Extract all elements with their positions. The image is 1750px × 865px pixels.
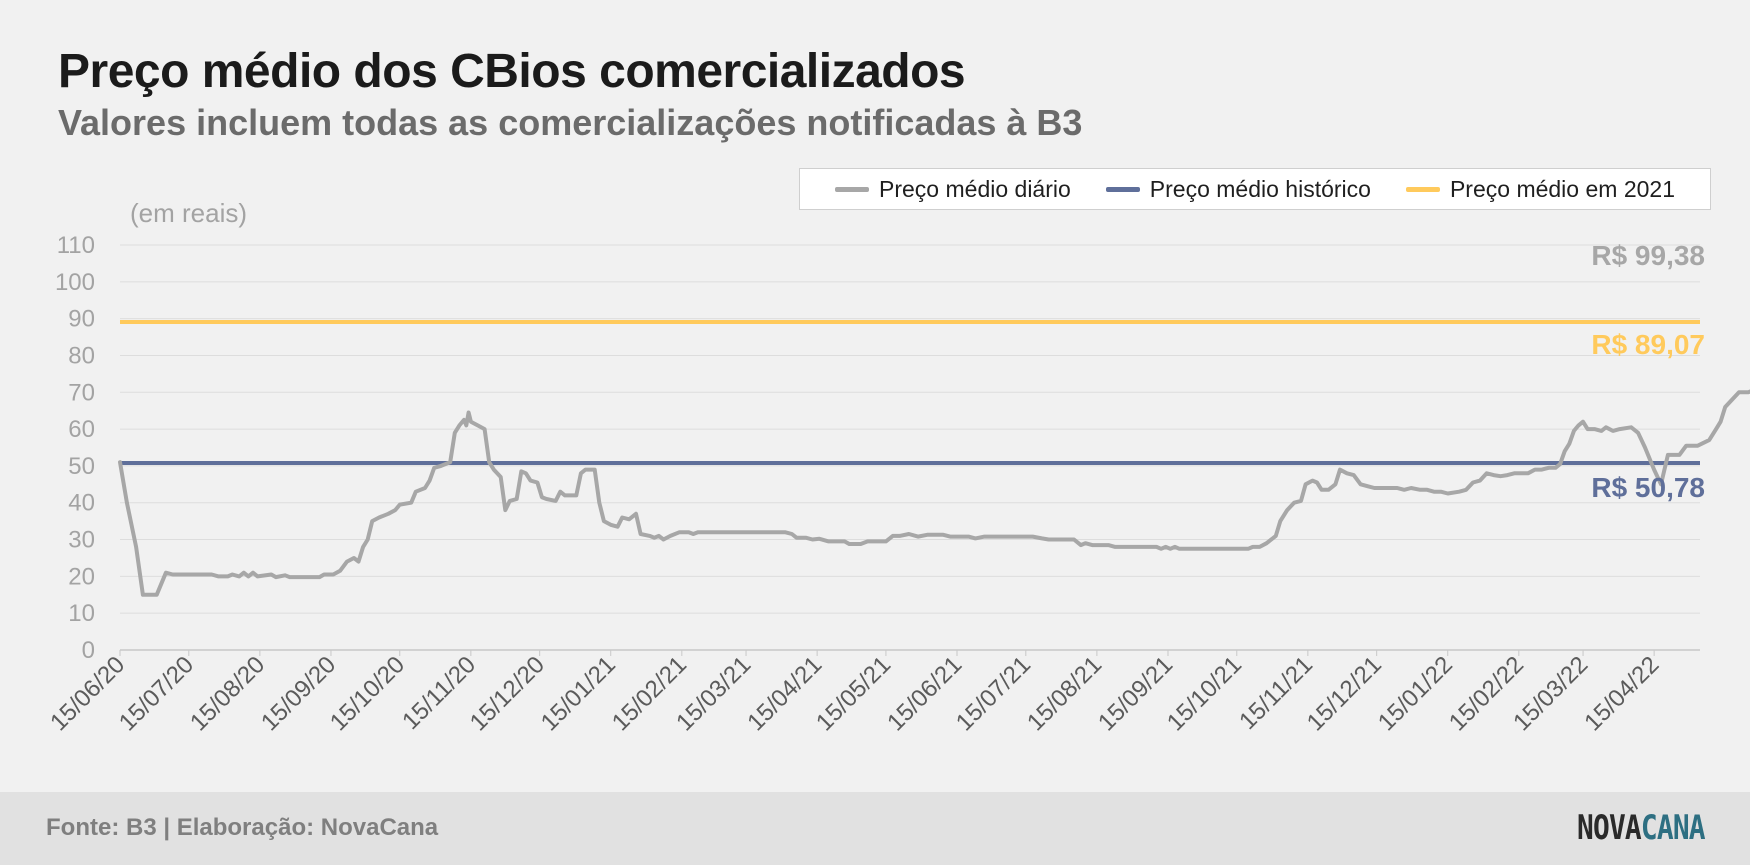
x-tick-label: 15/12/21 bbox=[1302, 651, 1387, 736]
logo-part-1: NOVA bbox=[1577, 808, 1642, 848]
x-tick-label: 15/07/20 bbox=[114, 651, 199, 736]
x-tick-label: 15/01/22 bbox=[1373, 651, 1458, 736]
y-tick-label: 110 bbox=[57, 232, 95, 259]
legend-swatch-historical bbox=[1105, 186, 1140, 192]
x-tick-label: 15/01/21 bbox=[536, 651, 621, 736]
y-tick-label: 0 bbox=[82, 637, 95, 664]
x-tick-label: 15/11/21 bbox=[1234, 651, 1318, 735]
legend-item-daily: Preço médio diário bbox=[835, 176, 1071, 203]
x-tick-label: 15/04/21 bbox=[742, 651, 827, 736]
chart-subtitle: Valores incluem todas as comercializaçõe… bbox=[58, 102, 1083, 143]
daily-price-end-label: R$ 99,38 bbox=[1591, 240, 1705, 271]
novacana-logo: NOVACANA bbox=[1577, 808, 1706, 848]
x-tick-label: 15/08/20 bbox=[185, 651, 270, 736]
x-tick-label: 15/07/21 bbox=[951, 651, 1036, 736]
y-tick-label: 90 bbox=[68, 306, 95, 333]
x-tick-label: 15/10/21 bbox=[1162, 651, 1247, 736]
historical-end-label: R$ 50,78 bbox=[1591, 472, 1705, 503]
y-tick-label: 100 bbox=[55, 269, 95, 296]
legend-swatch-2021 bbox=[1405, 186, 1440, 192]
x-tick-label: 15/06/21 bbox=[882, 651, 967, 736]
y-tick-label: 20 bbox=[68, 563, 95, 590]
x-tick-label: 15/09/21 bbox=[1093, 651, 1178, 736]
daily-price-line bbox=[118, 389, 1750, 597]
y-tick-label: 70 bbox=[68, 379, 95, 406]
x-tick-label: 15/12/20 bbox=[465, 651, 550, 736]
y-tick-label: 50 bbox=[68, 453, 95, 480]
y-tick-label: 60 bbox=[68, 416, 95, 443]
legend-swatch-daily bbox=[835, 186, 870, 192]
y-tick-label: 80 bbox=[68, 342, 95, 369]
y-tick-label: 30 bbox=[68, 527, 95, 554]
legend-item-historical: Preço médio histórico bbox=[1105, 175, 1371, 203]
chart-canvas: (em reais) 0 10 20 30 40 50 60 70 80 90 100 110 15/06… bbox=[45, 198, 1750, 736]
source-credit: Fonte: B3 | Elaboração: NovaCana bbox=[46, 814, 439, 841]
y-tick-label: 40 bbox=[68, 490, 95, 517]
chart-title: Preço médio dos CBios comercializados bbox=[58, 45, 966, 98]
x-tick-label: 15/09/20 bbox=[256, 651, 341, 736]
x-tick-label: 15/10/20 bbox=[325, 651, 410, 736]
y-unit-label: (em reais) bbox=[130, 198, 247, 228]
x-tick-label: 15/08/21 bbox=[1022, 651, 1107, 736]
year-2021-end-label: R$ 89,07 bbox=[1591, 329, 1705, 360]
legend-label-2021: Preço médio em 2021 bbox=[1449, 175, 1675, 202]
legend-item-2021: Preço médio em 2021 bbox=[1405, 175, 1675, 203]
legend-label-historical: Preço médio histórico bbox=[1149, 175, 1371, 202]
logo-part-2: CANA bbox=[1641, 808, 1706, 848]
x-tick-label: 15/05/21 bbox=[811, 651, 896, 736]
legend-label-daily: Preço médio diário bbox=[879, 175, 1071, 202]
y-tick-label: 10 bbox=[68, 600, 95, 627]
x-tick-label: 15/11/20 bbox=[397, 651, 481, 735]
chart-legend: Preço médio diário Preço médio histórico… bbox=[799, 168, 1711, 210]
footer-bar: Fonte: B3 | Elaboração: NovaCana NOVACAN… bbox=[0, 792, 1750, 865]
x-tick-label: 15/04/22 bbox=[1579, 651, 1664, 736]
